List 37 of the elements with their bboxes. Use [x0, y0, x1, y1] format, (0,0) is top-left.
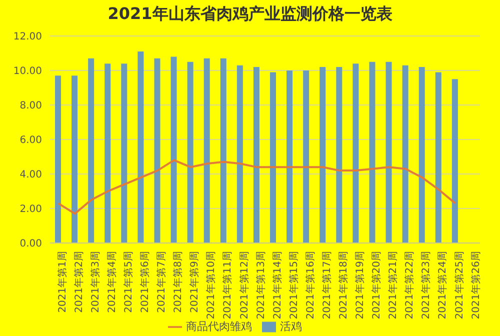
x-tick-label: 2021年第11周 — [222, 251, 234, 320]
x-tick-label: 2021年第19周 — [354, 251, 366, 320]
x-tick-label: 2021年第6周 — [139, 251, 152, 313]
y-tick-label: 8.00 — [20, 100, 42, 112]
y-tick-label: 2.00 — [20, 204, 42, 216]
x-tick-label: 2021年第3周 — [89, 251, 102, 313]
x-tick-label: 2021年第5周 — [122, 251, 135, 313]
x-tick-label: 2021年第18周 — [338, 251, 350, 320]
x-tick-label: 2021年第10周 — [205, 251, 218, 320]
x-tick-label: 2021年第9周 — [188, 251, 201, 313]
y-tick-label: 4.00 — [20, 170, 42, 181]
x-tick-label: 2021年第17周 — [320, 251, 333, 320]
line-series — [57, 159, 456, 215]
x-tick-label: 2021年第14周 — [271, 251, 284, 320]
y-tick-label: 0.00 — [20, 238, 42, 250]
x-tick-label: 2021年第13周 — [254, 251, 267, 320]
x-tick-label: 2021年第22周 — [404, 251, 416, 320]
y-tick-label: 10.00 — [13, 66, 42, 78]
x-tick-label: 2021年第21周 — [387, 251, 400, 320]
y-tick-label: 6.00 — [20, 135, 42, 146]
x-tick-label: 2021年第4周 — [106, 251, 118, 313]
x-tick-label: 2021年第1周 — [56, 251, 68, 313]
x-tick-label: 2021年第23周 — [420, 251, 432, 320]
x-tick-label: 2021年第25周 — [453, 251, 466, 320]
x-tick-label: 2021年第2周 — [72, 251, 85, 313]
legend-label: 商品代肉雏鸡 — [186, 320, 252, 333]
x-tick-label: 2021年第24周 — [436, 251, 449, 320]
chart-title: 2021年山东省肉鸡产业监测价格一览表 — [106, 4, 394, 25]
y-tick-label: 12.00 — [13, 32, 42, 43]
x-tick-label: 2021年第7周 — [156, 251, 168, 313]
x-tick-label: 2021年第16周 — [304, 251, 316, 320]
x-tick-label: 2021年第12周 — [238, 251, 250, 320]
x-tick-label: 2021年第15周 — [288, 251, 300, 320]
x-tick-label: 2021年第26周 — [470, 251, 482, 320]
x-tick-label: 2021年第20周 — [370, 251, 383, 320]
x-tick-label: 2021年第8周 — [172, 251, 184, 313]
legend-label: 活鸡 — [280, 320, 302, 333]
